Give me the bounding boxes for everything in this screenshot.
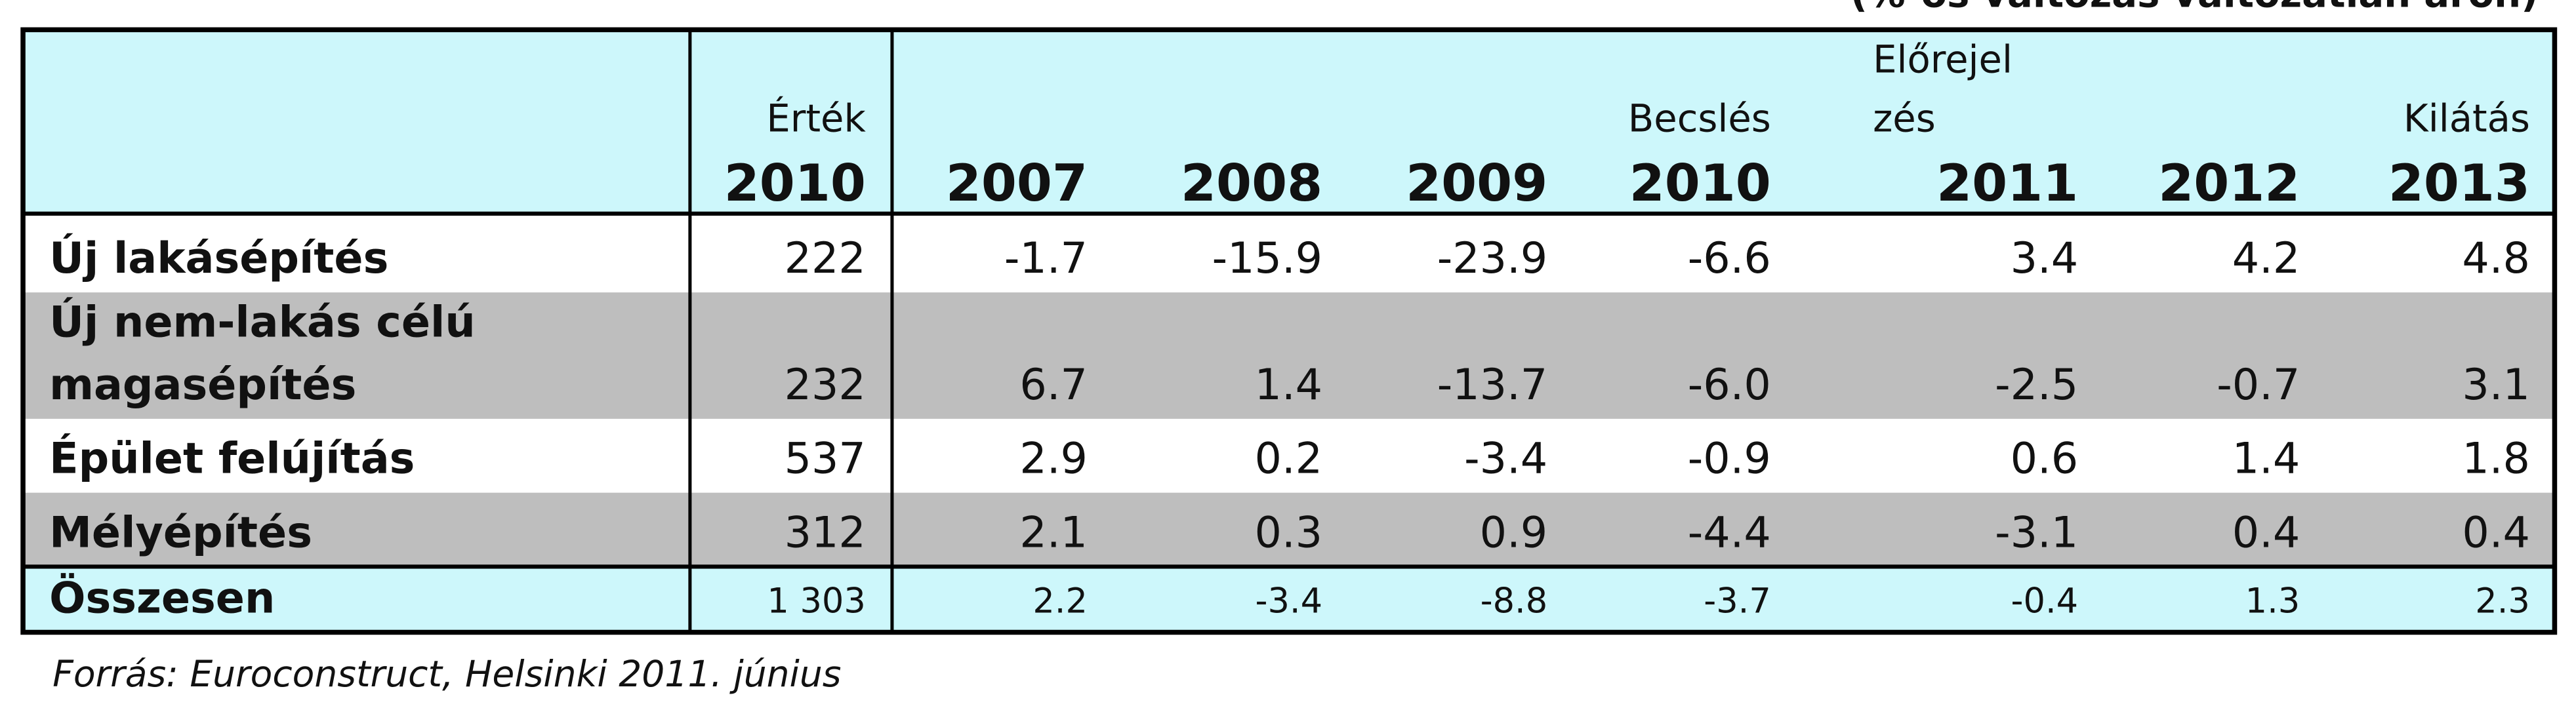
header-label: Kilátás [2403,97,2530,141]
total-label: Összesen [49,572,275,623]
header-label: Előrejel [1873,37,2013,81]
change-cell: -0.9 [1688,435,1771,484]
change-cell: 4.8 [2462,234,2530,283]
total-change: 2.2 [1032,581,1088,621]
change-cell: 2.1 [1019,508,1088,557]
total-change: -3.7 [1704,581,1771,621]
header-label: Becslés [1628,97,1771,141]
unit-note: (%-os változás változatlan áron) [1850,0,2539,16]
header-year: 2007 [946,154,1088,213]
change-cell: -23.9 [1437,234,1547,283]
change-cell: -1.7 [1004,234,1088,283]
row-label: magasépítés [49,361,356,410]
value-cell: 222 [785,234,866,283]
row-label: Épület felújítás [49,433,415,484]
change-cell: 0.9 [1480,508,1548,557]
change-cell: -3.4 [1464,435,1547,484]
header-year: 2008 [1181,154,1322,213]
total-change: 2.3 [2475,581,2530,621]
total-value: 1 303 [767,581,866,621]
header-bg [23,30,2555,214]
header-year: 2013 [2388,154,2530,213]
change-cell: -3.1 [1995,508,2078,557]
total-bg [23,566,2555,633]
row-bg [23,492,2555,567]
row-bg [23,292,2555,419]
change-cell: -6.0 [1688,361,1771,410]
total-change: -3.4 [1256,581,1323,621]
total-change: 1.3 [2245,581,2300,621]
change-cell: -2.5 [1995,361,2078,410]
table-border [20,27,2558,635]
row-bg [23,213,2555,293]
value-cell: 537 [785,435,866,484]
change-cell: -13.7 [1437,361,1547,410]
row-label: Mélyépítés [49,508,312,557]
header-year: 2010 [724,154,866,213]
change-cell: 1.8 [2462,435,2530,484]
header-year: 2010 [1629,154,1771,213]
change-cell: 4.2 [2232,234,2300,283]
change-cell: -6.6 [1688,234,1771,283]
row-label: Új lakásépítés [49,233,388,283]
change-cell: 6.7 [1019,361,1088,410]
source-note: Forrás: Euroconstruct, Helsinki 2011. jú… [52,653,841,695]
header-label: zés [1873,97,1936,141]
change-cell: 3.4 [2011,234,2079,283]
change-cell: 0.4 [2232,508,2300,557]
change-cell: 0.3 [1255,508,1323,557]
total-change: -8.8 [1481,581,1548,621]
row-bg [23,418,2555,493]
value-cell: 312 [785,508,866,557]
header-year: 2012 [2158,154,2300,213]
header-year: 2009 [1406,154,1547,213]
change-cell: 0.2 [1255,435,1323,484]
row-label: Új nem-lakás célú [49,297,476,347]
change-cell: -15.9 [1212,234,1322,283]
change-cell: 0.6 [2011,435,2079,484]
change-cell: -0.7 [2217,361,2300,410]
header-year: 2011 [1936,154,2078,213]
change-cell: 2.9 [1019,435,1088,484]
change-cell: 0.4 [2462,508,2530,557]
value-cell: 232 [785,361,866,410]
change-cell: 1.4 [1255,361,1323,410]
total-change: -0.4 [2011,581,2079,621]
header-label: Érték [766,96,866,141]
change-cell: 1.4 [2232,435,2300,484]
change-cell: -4.4 [1688,508,1771,557]
change-cell: 3.1 [2462,361,2530,410]
